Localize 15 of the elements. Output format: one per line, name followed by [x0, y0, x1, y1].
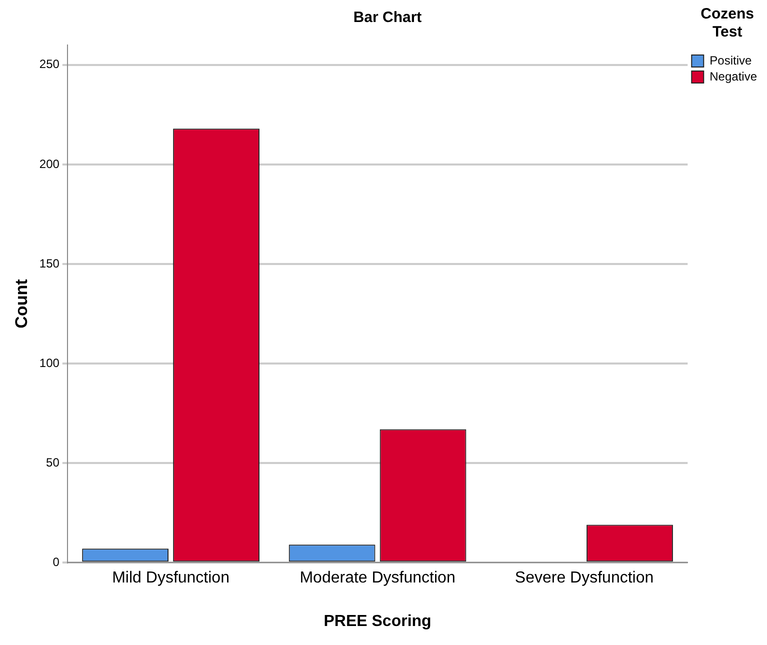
y-tick-label: 50 — [46, 455, 60, 470]
x-tick-label: Moderate Dysfunction — [300, 570, 456, 587]
legend-title: Cozens Test — [700, 6, 754, 41]
y-tick-label: 250 — [39, 57, 60, 72]
x-axis-title: PREE Scoring — [324, 612, 432, 630]
chart-title: Bar Chart — [353, 9, 422, 26]
legend-label: Positive — [710, 53, 752, 68]
y-tick-label: 0 — [52, 554, 60, 569]
legend-label: Negative — [710, 69, 758, 84]
x-tick-label: Mild Dysfunction — [112, 570, 230, 587]
y-axis-title: Count — [12, 278, 31, 328]
y-tick-label: 200 — [39, 156, 60, 171]
y-tick-label: 150 — [39, 256, 60, 270]
x-tick-label: Severe Dysfunction — [514, 570, 654, 587]
y-tick-label: 100 — [39, 356, 60, 370]
